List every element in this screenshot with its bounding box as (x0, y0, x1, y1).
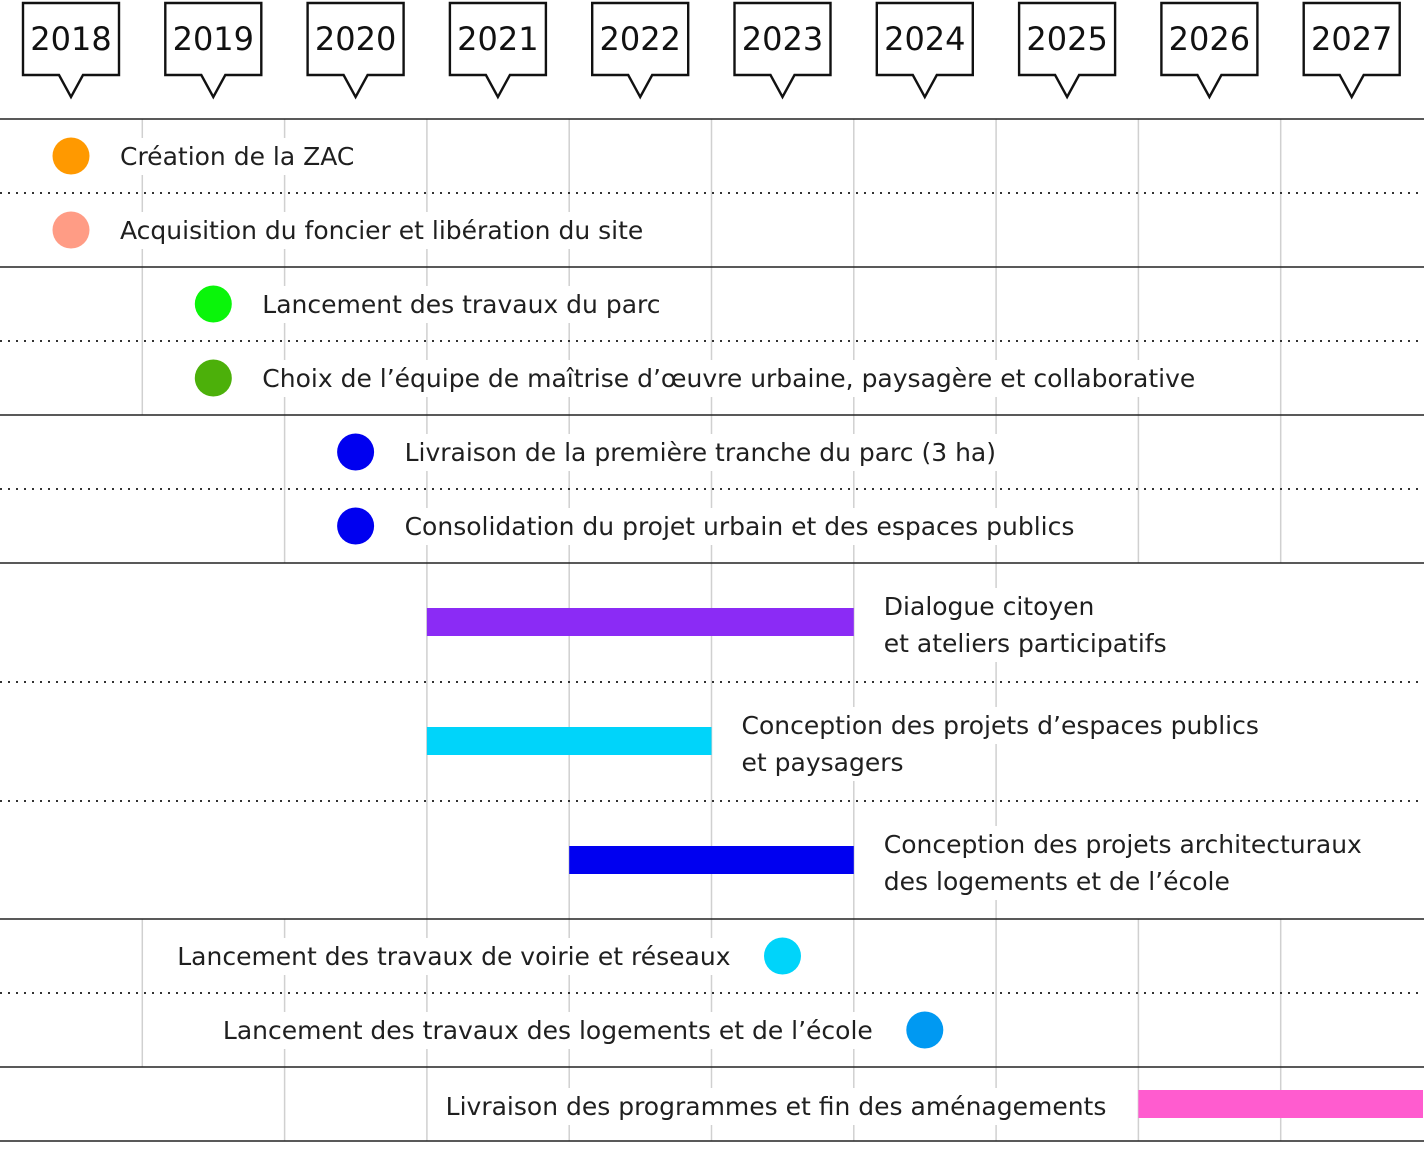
milestone-dot (52, 211, 90, 249)
milestone: Acquisition du foncier et libération du … (52, 211, 658, 249)
year-marker: 2024 (875, 1, 974, 100)
year-marker: 2021 (448, 1, 548, 100)
label-backdrop (106, 212, 658, 249)
milestone-label: Lancement des travaux des logements et d… (223, 1016, 873, 1045)
milestone-label: Consolidation du projet urbain et des es… (405, 512, 1075, 541)
label-backdrop (869, 863, 1244, 900)
phase-bar (426, 727, 712, 755)
year-label: 2019 (173, 20, 254, 58)
phase-label: et paysagers (742, 748, 904, 777)
label-backdrop (106, 138, 369, 175)
milestone-dot (194, 359, 232, 397)
year-label: 2025 (1026, 20, 1107, 58)
phase-label: des logements et de l’école (884, 867, 1230, 896)
label-backdrop (869, 588, 1109, 625)
milestone: Choix de l’équipe de maîtrise d’œuvre ur… (194, 359, 1210, 397)
label-backdrop (869, 826, 1376, 863)
milestone-dot (337, 433, 375, 471)
milestone: Création de la ZAC (52, 137, 369, 175)
milestone-label: Création de la ZAC (120, 142, 354, 171)
year-marker: 2023 (733, 1, 832, 100)
year-marker: 2027 (1302, 1, 1401, 100)
milestone-dot (194, 285, 232, 323)
label-backdrop (390, 434, 1011, 471)
label-backdrop (163, 938, 745, 975)
phase: Conception des projets d’espaces publics… (426, 707, 1273, 781)
timeline-items: Création de la ZAC Acquisition du foncier… (52, 137, 1423, 1125)
phase: Dialogue citoyen et ateliers participatif… (426, 588, 1181, 662)
year-marker: 2025 (1017, 1, 1117, 100)
milestone-label: Choix de l’équipe de maîtrise d’œuvre ur… (262, 364, 1195, 393)
year-label: 2018 (30, 20, 111, 58)
label-backdrop (727, 744, 918, 781)
milestone-dot (52, 137, 90, 175)
year-marker: 2020 (306, 1, 405, 100)
label-backdrop (390, 508, 1089, 545)
label-backdrop (248, 360, 1210, 397)
phase: Livraison des programmes et fin des amén… (431, 1088, 1423, 1125)
phase-bar (426, 608, 854, 636)
milestone-label: Livraison de la première tranche du parc… (405, 438, 996, 467)
milestone: Lancement des travaux du parc (194, 285, 675, 323)
row-separators (0, 118, 1424, 1142)
phase-bar (569, 846, 854, 874)
year-marker: 2019 (164, 1, 263, 100)
phase-bar (1138, 1090, 1423, 1118)
year-label: 2022 (599, 20, 680, 58)
phase: Conception des projets architecturaux des… (569, 826, 1376, 900)
milestone-label: Acquisition du foncier et libération du … (120, 216, 643, 245)
milestone: Livraison de la première tranche du parc… (337, 433, 1011, 471)
phase-label: Dialogue citoyen (884, 592, 1095, 621)
year-label: 2023 (742, 20, 823, 58)
year-marker: 2022 (591, 1, 690, 100)
year-marker: 2026 (1160, 1, 1259, 100)
milestone-label: Lancement des travaux du parc (262, 290, 660, 319)
phase-label: Conception des projets architecturaux (884, 830, 1362, 859)
milestone-label: Lancement des travaux de voirie et résea… (177, 942, 730, 971)
year-label: 2020 (315, 20, 396, 58)
milestone: Lancement des travaux de voirie et résea… (163, 937, 801, 975)
label-backdrop (727, 707, 1273, 744)
milestone-dot (906, 1011, 944, 1049)
label-backdrop (248, 286, 675, 323)
milestone: Consolidation du projet urbain et des es… (337, 507, 1089, 545)
year-label: 2027 (1311, 20, 1392, 58)
milestone: Lancement des travaux des logements et d… (208, 1011, 944, 1049)
milestone-dot (337, 507, 375, 545)
label-backdrop (869, 625, 1181, 662)
year-label: 2026 (1169, 20, 1250, 58)
label-backdrop (208, 1012, 887, 1049)
milestone-dot (764, 937, 801, 975)
year-label: 2021 (457, 20, 538, 58)
phase-label: et ateliers participatifs (884, 629, 1167, 658)
year-header: 2018 2019 2020 2021 2022 2023 2024 2025 2026 2027 (21, 1, 1401, 100)
phase-label: Conception des projets d’espaces publics (742, 711, 1259, 740)
year-marker: 2018 (21, 1, 121, 100)
label-backdrop (431, 1088, 1121, 1125)
year-label: 2024 (884, 20, 965, 58)
phase-label: Livraison des programmes et fin des amén… (446, 1092, 1107, 1121)
